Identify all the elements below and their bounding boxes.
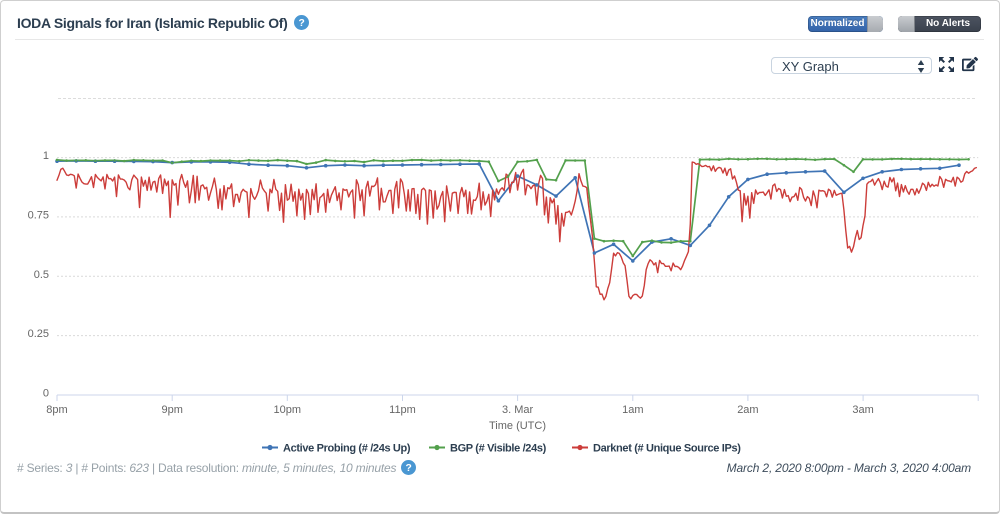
svg-text:1: 1 — [43, 150, 49, 162]
svg-text:?: ? — [298, 18, 304, 29]
svg-text:0: 0 — [43, 388, 49, 400]
svg-text:0.25: 0.25 — [28, 328, 49, 340]
svg-text:10pm: 10pm — [274, 404, 302, 416]
svg-text:1am: 1am — [622, 404, 643, 416]
svg-text:9pm: 9pm — [161, 404, 182, 416]
svg-text:8pm: 8pm — [46, 404, 67, 416]
svg-text:Darknet (# Unique Source IPs): Darknet (# Unique Source IPs) — [593, 443, 741, 455]
svg-text:3. Mar: 3. Mar — [502, 404, 534, 416]
svg-text:2am: 2am — [737, 404, 758, 416]
svg-text:3am: 3am — [852, 404, 873, 416]
svg-text:Active Probing (# /24s Up): Active Probing (# /24s Up) — [283, 443, 411, 455]
svg-text:Time (UTC): Time (UTC) — [489, 420, 546, 432]
svg-text:11pm: 11pm — [389, 404, 416, 416]
svg-text:0.75: 0.75 — [28, 209, 49, 221]
svg-text:0.5: 0.5 — [34, 269, 49, 281]
svg-text:BGP (# Visible /24s): BGP (# Visible /24s) — [450, 443, 547, 455]
svg-text:?: ? — [406, 463, 412, 474]
